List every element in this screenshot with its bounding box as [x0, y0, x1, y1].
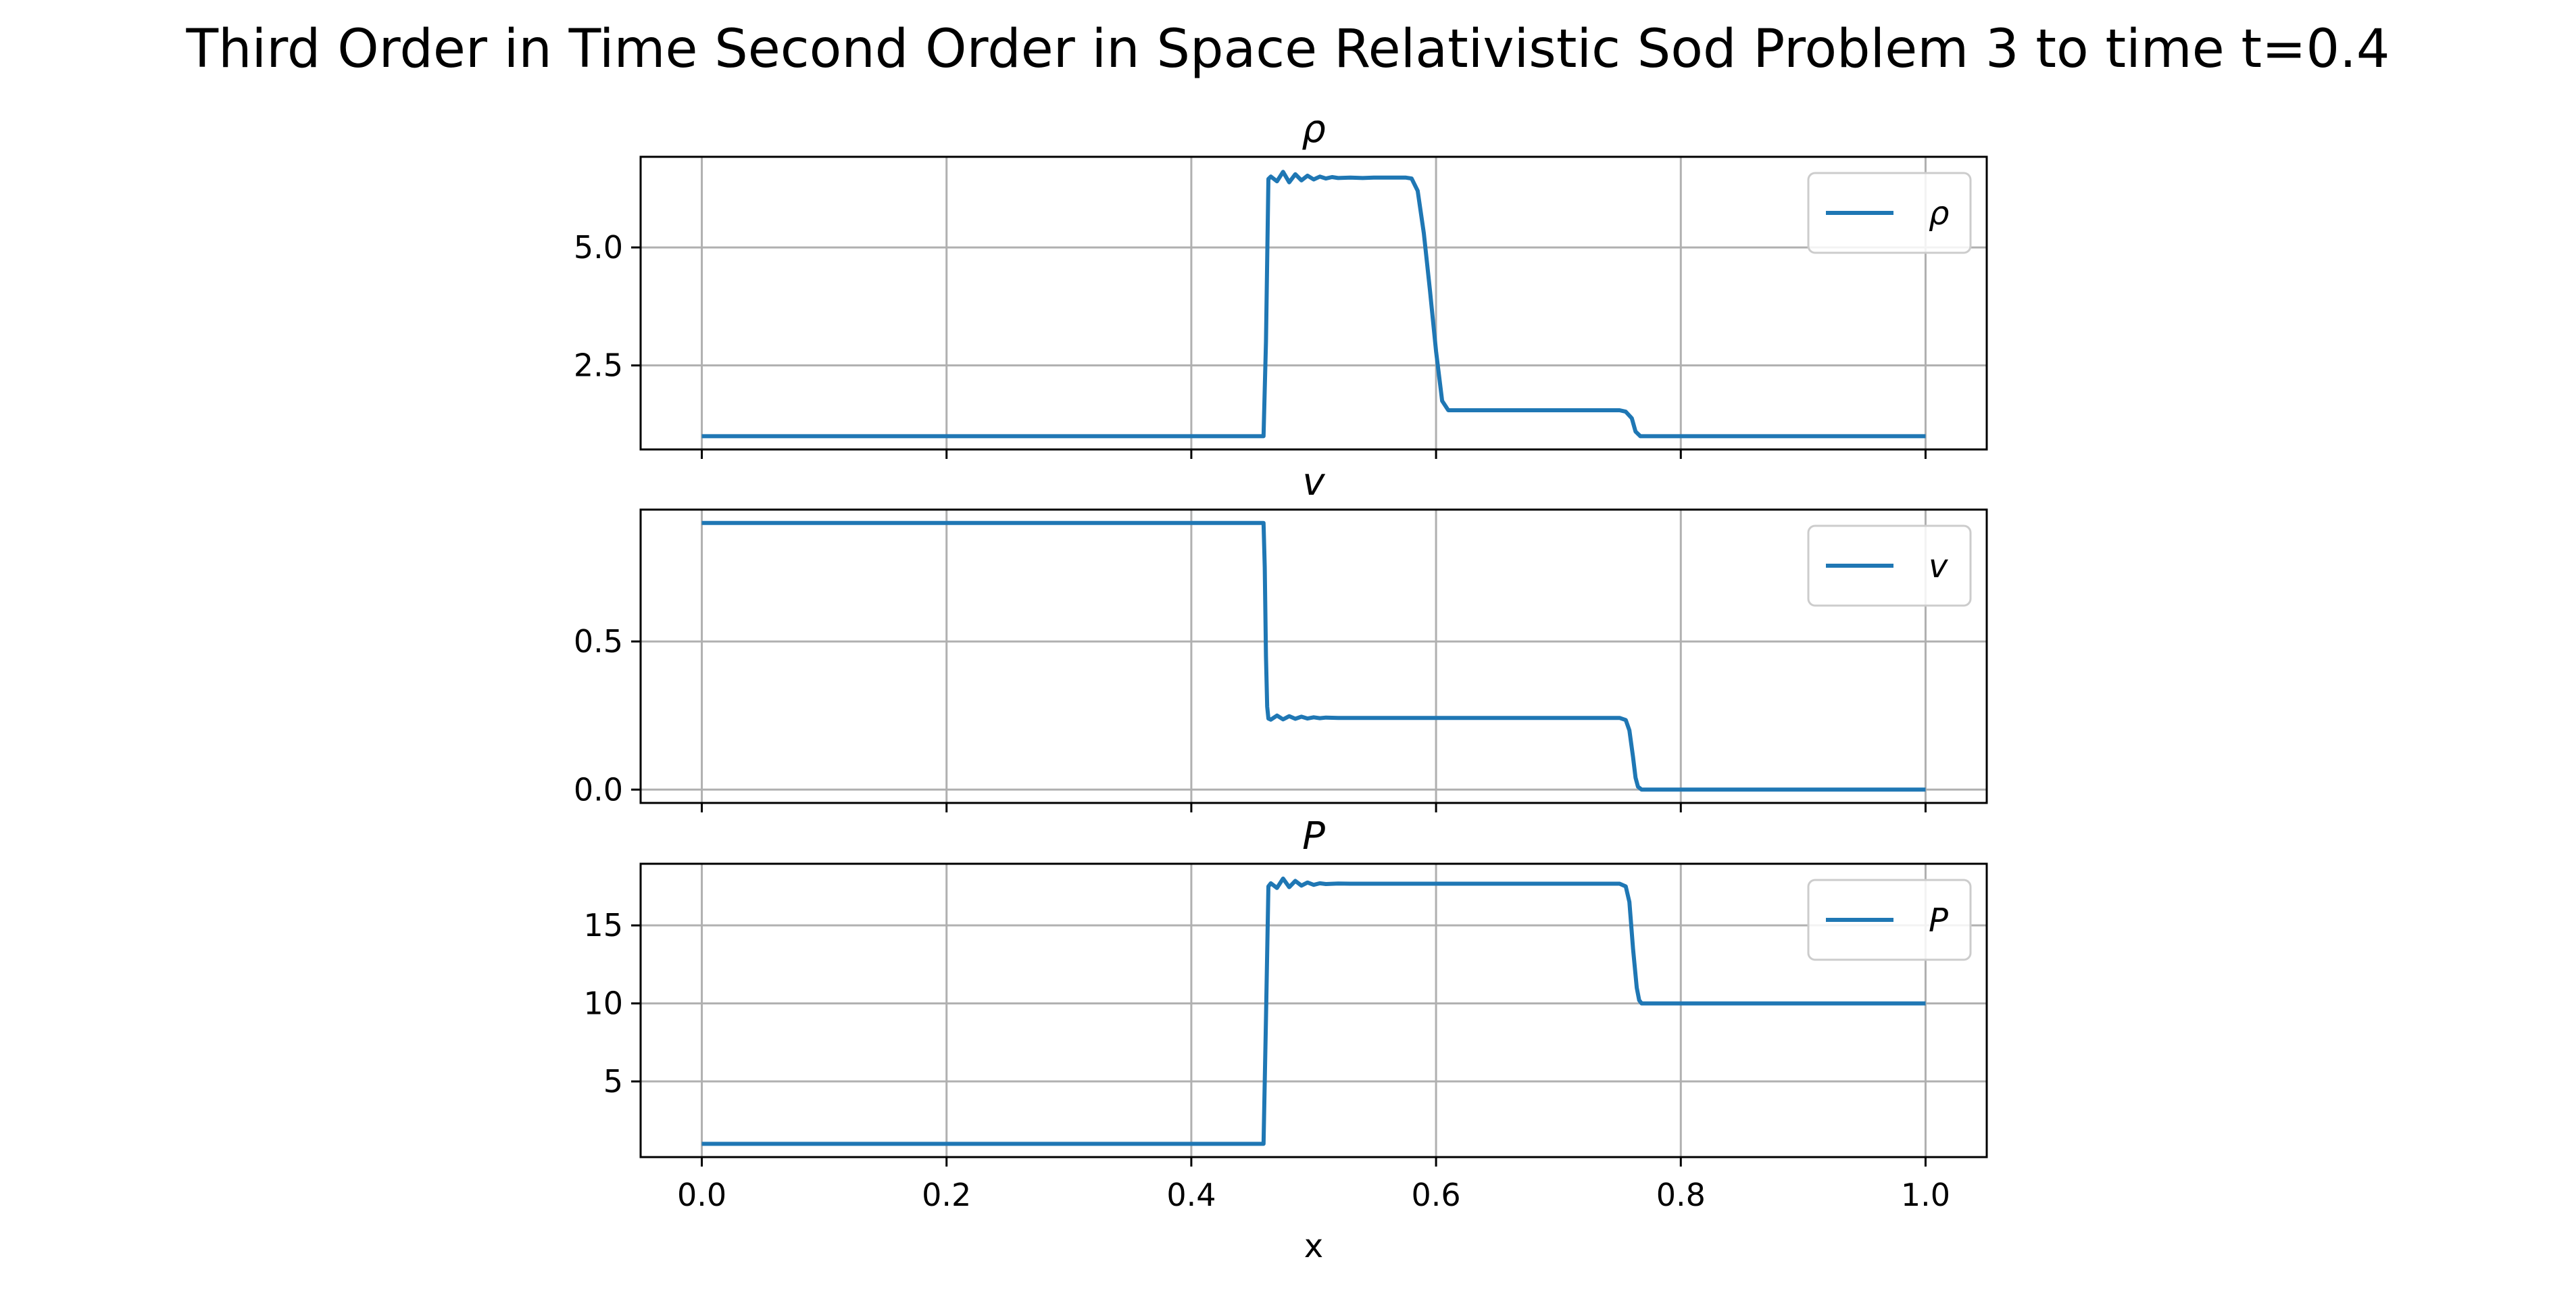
legend-label: P	[1929, 902, 1948, 939]
legend-label: v	[1929, 547, 1948, 585]
panel-title: P	[1302, 814, 1325, 858]
x-tick-label: 0.0	[677, 1177, 726, 1213]
y-tick-label: 5	[603, 1063, 623, 1100]
series-line-rho	[701, 170, 1926, 439]
axes-frame	[639, 508, 1988, 804]
panel-title: v	[1302, 460, 1325, 504]
panel-title: ρ	[1302, 107, 1326, 151]
y-tick-label: 5.0	[574, 229, 623, 266]
axes-frame	[639, 862, 1988, 1158]
x-tick-label: 0.2	[922, 1177, 971, 1213]
series-line-v	[701, 520, 1926, 792]
x-tick-label: 0.4	[1166, 1177, 1216, 1213]
x-axis-label: x	[1304, 1227, 1323, 1265]
y-tick-label: 10	[583, 985, 623, 1022]
legend-label: ρ	[1929, 195, 1949, 233]
panel-v: 0.0 0.5 v v	[574, 460, 1988, 812]
x-tick-label: 1.0	[1901, 1177, 1950, 1213]
x-tick-label: 0.8	[1656, 1177, 1706, 1213]
figure-title: Third Order in Time Second Order in Spac…	[186, 19, 2390, 80]
y-tick-label: 0.5	[574, 623, 623, 660]
series-line-p	[701, 876, 1926, 1146]
y-tick-label: 15	[583, 907, 623, 944]
panel-p: 0.0 0.2 0.4 0.6 0.8 1.0 5 10 15 P Px	[583, 814, 1988, 1265]
y-tick-label: 2.5	[574, 347, 623, 384]
axes-frame	[639, 155, 1988, 451]
y-tick-label: 0.0	[574, 771, 623, 808]
x-tick-label: 0.6	[1412, 1177, 1461, 1213]
panel-rho: 2.5 5.0 ρ ρ	[574, 107, 1988, 459]
